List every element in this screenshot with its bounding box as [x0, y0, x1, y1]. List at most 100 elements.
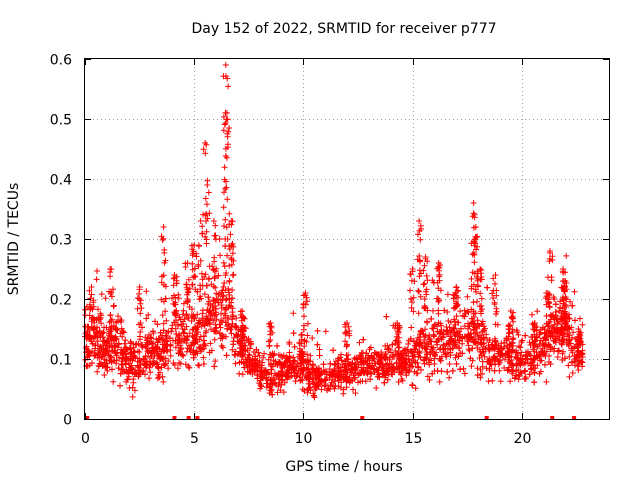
data-point [436, 355, 443, 362]
data-point [256, 380, 263, 387]
data-point [222, 216, 229, 223]
data-point [436, 271, 443, 278]
data-point [259, 375, 266, 382]
data-point [547, 316, 554, 323]
data-point [353, 370, 359, 376]
data-point [118, 325, 125, 332]
data-point [237, 340, 244, 347]
data-point [107, 269, 113, 276]
data-point [537, 357, 544, 364]
data-point [396, 356, 403, 363]
data-point [167, 342, 174, 349]
data-point [486, 345, 493, 352]
data-point [228, 261, 235, 268]
data-point [223, 184, 230, 191]
data-point [110, 303, 117, 310]
data-point [205, 301, 212, 307]
data-point [193, 348, 200, 355]
data-point [506, 344, 513, 350]
data-point [437, 346, 444, 353]
data-point [349, 377, 356, 384]
data-point [119, 354, 126, 361]
data-point [221, 189, 227, 196]
data-point [274, 361, 281, 368]
data-point [318, 386, 325, 393]
data-point [435, 285, 442, 292]
data-point [266, 342, 273, 349]
data-point [222, 319, 229, 326]
data-point [444, 368, 451, 375]
data-point [396, 364, 403, 371]
data-point [344, 342, 350, 349]
data-point [105, 332, 112, 339]
data-point [273, 372, 280, 379]
data-point [574, 344, 581, 351]
data-point [478, 295, 485, 302]
data-point [407, 295, 414, 302]
data-point [466, 323, 473, 330]
data-point [227, 231, 234, 238]
data-point [269, 350, 276, 357]
data-point [403, 352, 410, 359]
data-point [205, 189, 212, 196]
data-point [90, 303, 97, 310]
data-point [551, 321, 558, 328]
data-point [101, 338, 108, 345]
data-point [505, 349, 512, 356]
data-point [303, 374, 310, 381]
data-point [368, 365, 374, 372]
data-point [268, 366, 275, 373]
data-point [98, 312, 105, 319]
data-point [176, 332, 183, 339]
data-point [134, 295, 141, 302]
data-point [420, 281, 427, 288]
data-point [498, 345, 505, 352]
data-point [379, 363, 386, 370]
data-point [139, 324, 145, 331]
data-point [324, 387, 331, 394]
data-point [171, 361, 178, 368]
data-point [293, 372, 300, 379]
data-point [468, 306, 475, 313]
data-point [113, 335, 120, 342]
data-point [172, 325, 179, 332]
data-point [203, 228, 210, 235]
data-point [213, 316, 220, 323]
data-point [516, 343, 522, 350]
data-point [360, 336, 367, 343]
data-point [522, 359, 529, 366]
data-point [306, 381, 313, 387]
data-point [567, 340, 574, 347]
data-point [123, 346, 130, 353]
data-point [158, 233, 165, 240]
data-point [254, 372, 261, 379]
data-point [161, 344, 168, 351]
data-point [571, 344, 577, 351]
data-point [475, 283, 481, 290]
data-point [176, 314, 183, 321]
data-point [267, 337, 274, 343]
data-point [127, 340, 134, 347]
data-point [386, 356, 393, 363]
data-point [516, 360, 523, 367]
data-point [431, 360, 438, 367]
data-point [577, 315, 583, 322]
data-point [239, 371, 246, 378]
data-point [397, 359, 404, 366]
data-point [193, 253, 200, 260]
data-point [239, 308, 246, 314]
data-point [220, 292, 227, 299]
data-point [546, 255, 553, 262]
data-point [150, 328, 156, 335]
data-point [210, 218, 217, 224]
data-point [330, 368, 336, 375]
data-point [507, 308, 514, 314]
data-point [446, 337, 453, 344]
data-point [384, 342, 391, 349]
data-point [246, 368, 253, 375]
data-point [304, 332, 311, 339]
data-point [274, 342, 281, 349]
data-point [163, 317, 170, 324]
data-point [222, 185, 229, 192]
data-point [577, 332, 584, 339]
